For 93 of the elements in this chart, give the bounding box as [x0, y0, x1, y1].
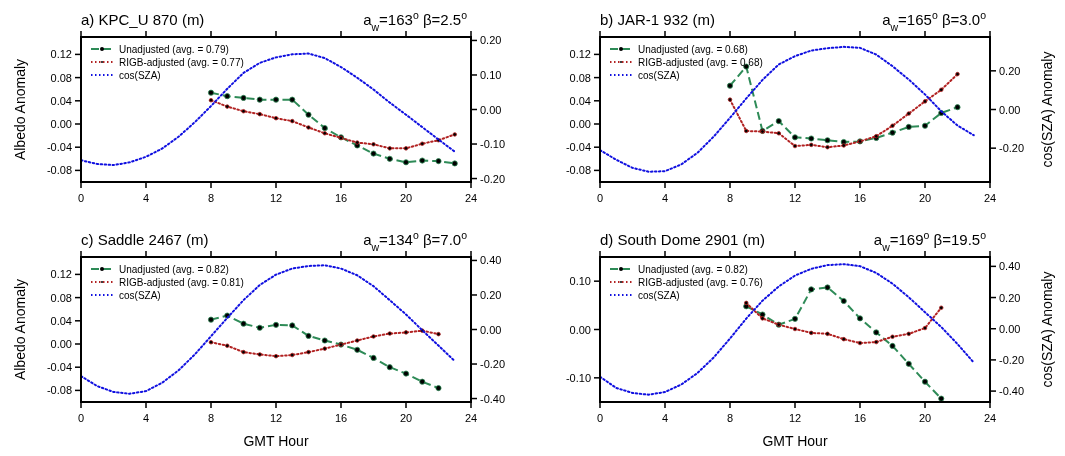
y2-axis-title: cos(SZA) Anomaly	[1039, 271, 1055, 388]
x-tick-label: 4	[142, 412, 150, 424]
y-tick-label: -0.08	[46, 164, 72, 177]
y2-tick-label: -0.20	[999, 142, 1025, 155]
x-tick-label: 16	[853, 412, 867, 424]
x-tick-label: 0	[77, 412, 85, 424]
y2-tick-label: 0.10	[480, 68, 502, 81]
y-tick-label: 0.00	[569, 118, 591, 130]
chart-title: b) JAR-1 932 (m)	[600, 11, 716, 28]
y-tick-label: 0.04	[50, 94, 72, 107]
x-axis-title: GMT Hour	[762, 433, 828, 449]
legend-label: cos(SZA)	[119, 290, 161, 301]
x-axis-title: GMT Hour	[243, 433, 309, 449]
y2-tick-label: -0.40	[480, 392, 506, 405]
y-tick-label: 0.10	[569, 275, 591, 288]
y2-tick-label: -0.40	[999, 385, 1025, 398]
legend-label: RIGB-adjusted (avg. = 0.76)	[638, 277, 763, 288]
y2-tick-label: 0.20	[480, 34, 502, 47]
y2-tick-label: 0.00	[480, 103, 502, 116]
y-tick-label: -0.10	[565, 371, 591, 384]
y2-tick-label: -0.20	[480, 358, 506, 371]
y2-tick-label: 0.40	[480, 254, 502, 267]
y-tick-label: -0.08	[46, 384, 72, 397]
y2-tick-label: 0.20	[999, 291, 1021, 304]
y-tick-label: -0.08	[565, 164, 591, 177]
y2-axis-title: cos(SZA) Anomaly	[1039, 51, 1055, 168]
y2-tick-label: 0.40	[999, 260, 1021, 273]
y-tick-label: 0.00	[50, 118, 72, 130]
chart-title: c) Saddle 2467 (m)	[81, 231, 209, 248]
y-tick-label: 0.12	[50, 268, 72, 281]
chart-subtitle: a$_{w}$=169$^{o}$ β=19.5$^{o}$	[873, 229, 987, 253]
x-tick-label: 0	[77, 192, 85, 204]
x-tick-label: 4	[142, 192, 150, 204]
x-tick-label: 16	[334, 412, 348, 424]
x-tick-label: 16	[334, 192, 348, 204]
x-tick-label: 0	[596, 192, 604, 204]
y-axis-title: Albedo Anomaly	[12, 58, 28, 161]
legend-label: RIGB-adjusted (avg. = 0.68)	[638, 57, 763, 68]
chart-subtitle: a$_{w}$=134$^{o}$ β=7.0$^{o}$	[363, 229, 468, 253]
legend-label: Unadjusted (avg. = 0.68)	[638, 44, 748, 55]
x-tick-label: 24	[983, 192, 997, 204]
x-tick-label: 0	[596, 412, 604, 424]
legend-label: Unadjusted (avg. = 0.82)	[119, 264, 229, 275]
x-tick-label: 24	[983, 412, 997, 424]
y2-tick-label: -0.20	[999, 353, 1025, 366]
y-tick-label: 0.04	[569, 94, 591, 107]
y2-tick-label: 0.00	[999, 322, 1021, 335]
x-tick-label: 12	[788, 192, 802, 204]
x-tick-label: 20	[399, 192, 413, 204]
y2-tick-label: 0.20	[999, 64, 1021, 77]
legend-label: cos(SZA)	[119, 70, 161, 81]
legend-label: Unadjusted (avg. = 0.82)	[638, 264, 748, 275]
chart-title: a) KPC_U 870 (m)	[81, 11, 205, 28]
y-tick-label: -0.04	[46, 141, 72, 154]
y2-tick-label: 0.20	[480, 288, 502, 301]
chart-subtitle: a$_{w}$=165$^{o}$ β=3.0$^{o}$	[882, 9, 987, 33]
y-tick-label: 0.12	[50, 48, 72, 61]
y-tick-label: 0.00	[569, 323, 591, 336]
x-tick-label: 8	[726, 192, 734, 204]
legend-label: RIGB-adjusted (avg. = 0.81)	[119, 277, 244, 288]
legend-label: cos(SZA)	[638, 290, 680, 301]
y2-tick-label: -0.20	[480, 172, 506, 185]
y-tick-label: 0.00	[50, 338, 72, 350]
y-tick-label: 0.08	[50, 71, 72, 84]
y-tick-label: -0.04	[565, 141, 591, 154]
x-tick-label: 20	[918, 192, 932, 204]
x-tick-label: 12	[269, 192, 283, 204]
x-tick-label: 4	[661, 412, 669, 424]
y-tick-label: 0.04	[50, 314, 72, 327]
x-tick-label: 4	[661, 192, 669, 204]
y2-tick-label: 0.00	[480, 323, 502, 336]
x-tick-label: 8	[207, 192, 215, 204]
x-tick-label: 24	[464, 412, 478, 424]
y-tick-label: 0.12	[569, 48, 591, 61]
y-tick-label: 0.08	[50, 291, 72, 304]
y2-tick-label: -0.10	[480, 138, 506, 151]
chart-title: d) South Dome 2901 (m)	[600, 231, 766, 248]
chart-subtitle: a$_{w}$=163$^{o}$ β=2.5$^{o}$	[363, 9, 468, 33]
legend-label: RIGB-adjusted (avg. = 0.77)	[119, 57, 244, 68]
x-tick-label: 20	[399, 412, 413, 424]
x-tick-label: 12	[269, 412, 283, 424]
x-tick-label: 20	[918, 412, 932, 424]
x-tick-label: 16	[853, 192, 867, 204]
y2-tick-label: 0.00	[999, 103, 1021, 116]
y-axis-title: Albedo Anomaly	[12, 278, 28, 381]
legend-label: Unadjusted (avg. = 0.79)	[119, 44, 229, 55]
x-tick-label: 8	[207, 412, 215, 424]
x-tick-label: 24	[464, 192, 478, 204]
x-tick-label: 12	[788, 412, 802, 424]
y-tick-label: -0.04	[46, 361, 72, 374]
x-tick-label: 8	[726, 412, 734, 424]
y-tick-label: 0.08	[569, 71, 591, 84]
legend-label: cos(SZA)	[638, 70, 680, 81]
